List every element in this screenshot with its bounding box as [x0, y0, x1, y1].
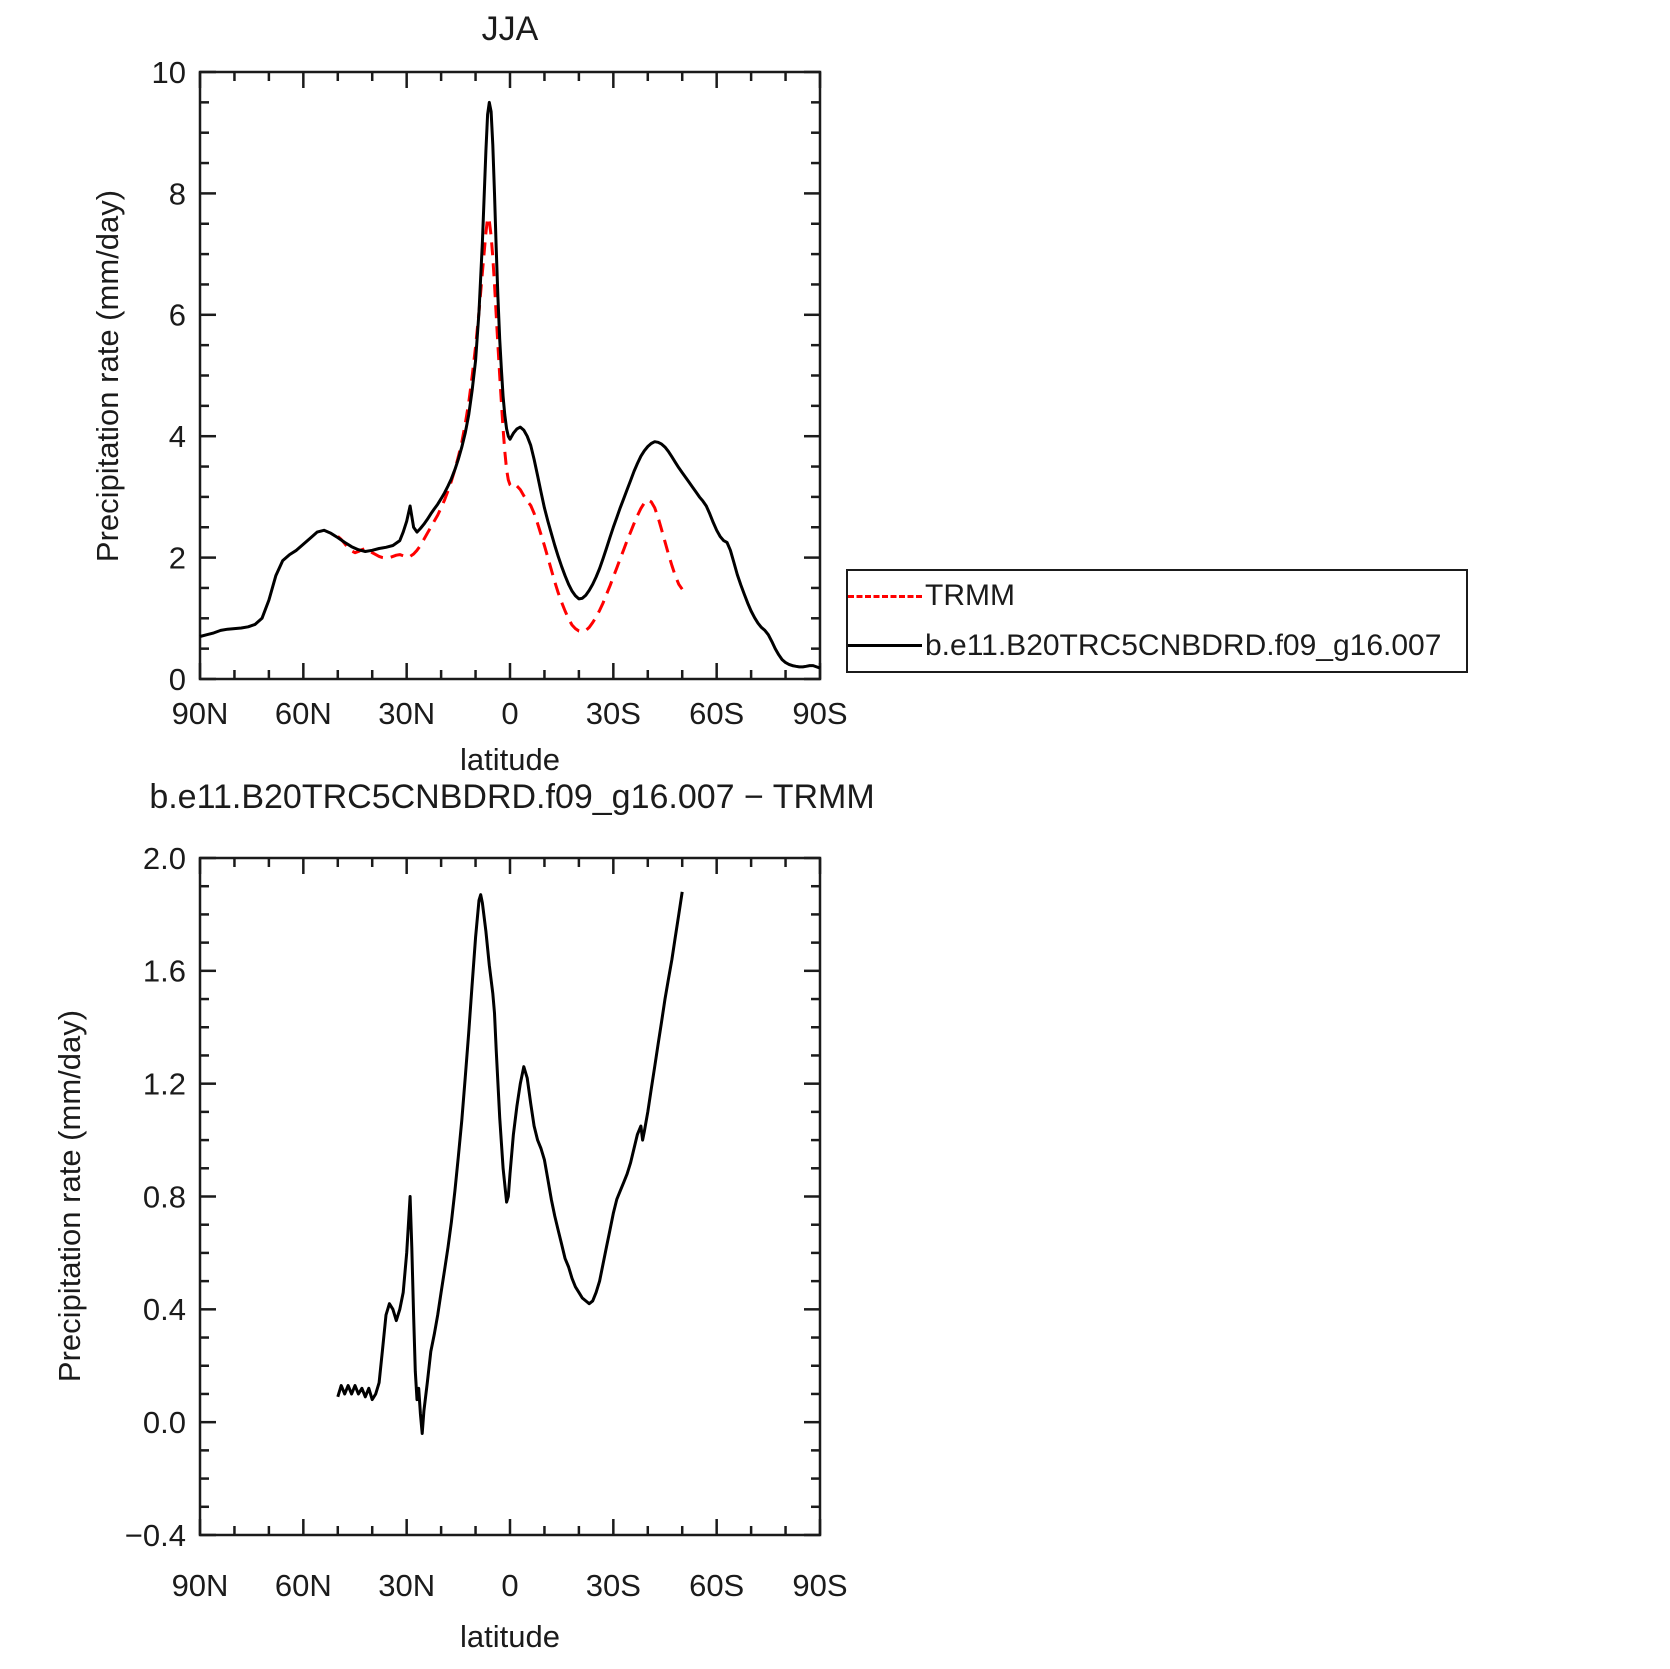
y-tick-label: 0.0 — [143, 1405, 186, 1440]
y-tick-label: 2.0 — [143, 841, 186, 876]
y-tick-label: 0.8 — [143, 1179, 186, 1214]
x-tick-label: 60N — [275, 1568, 332, 1603]
top-xaxis-title: latitude — [460, 742, 560, 777]
x-tick-label: 0 — [501, 1568, 518, 1603]
legend-item-model: b.e11.B20TRC5CNBDRD.f09_g16.007 — [848, 622, 1466, 670]
legend-label-trmm: TRMM — [925, 579, 1015, 613]
x-tick-label: 30N — [378, 1568, 435, 1603]
y-tick-label: 6 — [169, 298, 186, 333]
trmm-line-sample-icon — [848, 594, 922, 598]
legend-label-model: b.e11.B20TRC5CNBDRD.f09_g16.007 — [925, 628, 1442, 662]
x-tick-label: 60N — [275, 696, 332, 731]
series-line-0 — [336, 216, 684, 634]
x-tick-label: 60S — [689, 1568, 744, 1603]
y-tick-label: 8 — [169, 176, 186, 211]
x-tick-label: 30N — [378, 696, 435, 731]
x-tick-label: 90S — [792, 696, 847, 731]
bottom-xaxis-title: latitude — [460, 1619, 560, 1654]
plot-frame — [198, 856, 822, 1537]
y-tick-label: 1.2 — [143, 1067, 186, 1102]
y-tick-label: 2 — [169, 540, 186, 575]
bottom-yaxis-title: Precipitation rate (mm/day) — [52, 1010, 87, 1382]
x-tick-label: 90N — [172, 1568, 229, 1603]
x-tick-label: 30S — [586, 696, 641, 731]
x-tick-label: 0 — [501, 696, 518, 731]
y-tick-label: 0.4 — [143, 1292, 186, 1327]
x-tick-label: 90N — [172, 696, 229, 731]
y-tick-label: 10 — [152, 55, 186, 90]
top-yaxis-title: Precipitation rate (mm/day) — [90, 190, 125, 562]
bottom-chart-title: b.e11.B20TRC5CNBDRD.f09_g16.007 − TRMM — [149, 778, 874, 816]
x-tick-label: 90S — [792, 1568, 847, 1603]
plot-frame — [198, 70, 822, 681]
x-tick-label: 60S — [689, 696, 744, 731]
top-chart-title: JJA — [482, 10, 539, 48]
x-tick-label: 30S — [586, 1568, 641, 1603]
series-line-1 — [199, 100, 821, 670]
legend-item-trmm: TRMM — [848, 572, 1466, 620]
chart-jja-zonal-mean-precip: 90N 60N 30N 0 30S 60S 90S 0 2 4 6 8 10 — [152, 55, 848, 731]
y-tick-label: 4 — [169, 419, 186, 454]
chart-model-minus-trmm: 90N 60N 30N 0 30S 60S 90S −0.4 0.0 0.4 0.8 1.2 1.6 2.… — [125, 841, 848, 1603]
y-tick-label: 1.6 — [143, 954, 186, 989]
series-line-0 — [336, 891, 684, 1435]
y-tick-label: 0 — [169, 662, 186, 697]
legend: TRMM b.e11.B20TRC5CNBDRD.f09_g16.007 — [846, 569, 1468, 673]
model-line-sample-icon — [848, 644, 922, 648]
y-tick-label: −0.4 — [125, 1518, 186, 1553]
